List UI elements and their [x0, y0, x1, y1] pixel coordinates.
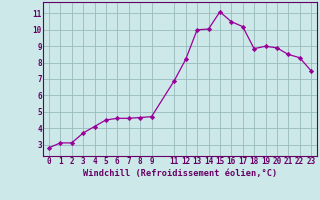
X-axis label: Windchill (Refroidissement éolien,°C): Windchill (Refroidissement éolien,°C): [83, 169, 277, 178]
